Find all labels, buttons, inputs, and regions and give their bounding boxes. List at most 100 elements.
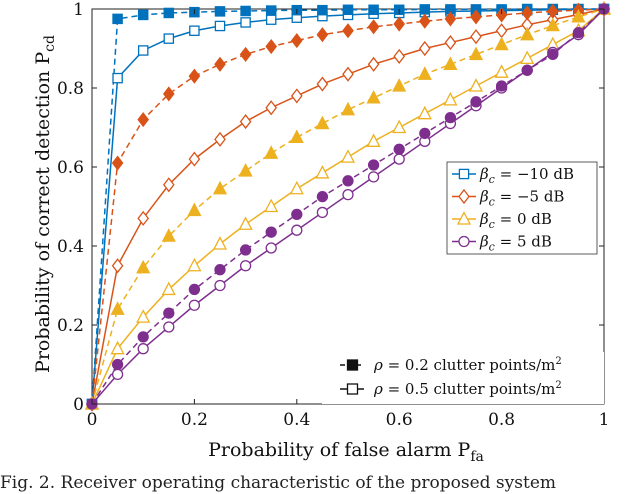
series-3-rho05-point: [340, 149, 356, 163]
series-3-rho02-point: [212, 180, 228, 195]
series-4-rho02-point: [291, 208, 303, 221]
legend-beta-box: [446, 161, 598, 255]
series-1-rho02-point: [163, 7, 175, 19]
series-4-rho02-point: [572, 27, 585, 39]
series-2-rho05-point: [470, 29, 482, 45]
series-2-rho05-point: [290, 88, 303, 104]
series-1-rho02-point: [342, 4, 354, 16]
series-2-rho05-point: [188, 151, 201, 167]
series-3-rho05-point: [187, 257, 202, 272]
series-4-rho05-point: [316, 206, 329, 219]
series-4-rho02-point: [137, 331, 149, 343]
series-2-rho05-point: [239, 114, 252, 130]
series-3-rho05-point: [468, 78, 484, 92]
series-2-rho05-point: [367, 56, 380, 72]
series-2-rho02-point: [111, 155, 124, 171]
series-4-rho05-point: [265, 242, 277, 254]
series-4-rho02-point: [367, 159, 380, 171]
legend-rho-box: [322, 352, 604, 404]
series-4-rho02-point: [214, 264, 226, 276]
series-4-rho02-point: [470, 96, 482, 108]
y-tick-label: 0.4: [57, 237, 84, 257]
series-2-rho02-point: [162, 86, 175, 102]
series-3-rho05-point: [315, 165, 330, 179]
series-2-rho05-point: [418, 40, 431, 57]
legend-rho: ρ = 0.2 clutter points/m2 ρ = 0.5 clutter…: [322, 352, 604, 404]
x-axis-title-subscript: fa: [470, 449, 484, 465]
series-3-rho05-point: [110, 340, 125, 355]
series-3-rho02-point: [520, 26, 535, 41]
series-3-rho02-point: [289, 129, 304, 144]
series-1-rho02-point: [368, 4, 379, 16]
series-4-rho05-point: [214, 279, 226, 292]
legend-beta-item: βc = 0 dB: [452, 210, 552, 231]
series-2-rho02-point: [470, 9, 482, 25]
legend-beta-marker: [458, 235, 470, 248]
series-2-rho05-point: [495, 23, 508, 39]
series-3-rho02-point: [238, 163, 253, 177]
series-3-rho05-point: [238, 216, 253, 230]
series-4-rho02-point: [188, 283, 201, 296]
series-2-rho02-point: [521, 5, 534, 21]
y-axis-title-subscript: cd: [42, 35, 58, 52]
y-tick-label: 0: [73, 395, 84, 415]
series-3-rho02-point: [366, 89, 381, 104]
series-1-rho02-point: [265, 5, 277, 16]
y-tick-label: 0.8: [57, 79, 84, 99]
legend-rho-item: ρ = 0.2 clutter points/m2: [340, 356, 562, 374]
series-3-rho02-point: [136, 259, 151, 274]
series-4-rho02-point: [495, 80, 508, 92]
series-4-rho02-point: [111, 358, 124, 371]
series-2-rho02-point: [342, 23, 354, 39]
series-3-rho02-line: [91, 8, 605, 405]
legend-beta-label: βc = 5 dB: [479, 233, 552, 254]
plot-area: [84, 1, 612, 412]
series-3-rho05-point: [520, 50, 535, 65]
y-tick-label: 1: [73, 0, 84, 20]
series-3-rho02-point: [392, 78, 407, 92]
series-2-rho02-point: [393, 16, 406, 32]
series-2-rho02-point: [188, 68, 201, 84]
series-2-rho02-point: [418, 13, 431, 29]
series-1-rho05-point: [137, 45, 149, 56]
series-3-rho05-point: [264, 198, 279, 213]
series-1-rho05-point: [189, 25, 200, 36]
series-3-rho02-point: [468, 46, 484, 61]
series-2-rho02-point: [367, 19, 380, 35]
series-4-rho05-point: [111, 368, 124, 381]
series-3-rho02-point: [494, 36, 509, 51]
series-3-rho05-point: [392, 119, 407, 134]
y-tick-label: 0.2: [57, 316, 84, 336]
x-axis-ticks: 0 0.2 0.4 0.6 0.8 1: [87, 9, 609, 430]
series-1-rho05-point: [265, 14, 277, 25]
series-1-rho02-point: [112, 13, 123, 25]
legend-beta-label: βc = −10 dB: [479, 165, 574, 186]
series-3-rho02-point: [340, 101, 356, 116]
series-3-rho02-point: [571, 8, 586, 23]
series-4-rho02-point: [521, 64, 533, 76]
x-tick-label: 0.8: [488, 410, 515, 430]
legend-rho-marker: [346, 359, 359, 371]
series-2-rho02-point: [444, 11, 457, 27]
legend-beta-label: βc = 0 dB: [479, 210, 552, 231]
series-1-rho02-point: [419, 4, 431, 15]
series-4-rho05-point: [239, 260, 252, 272]
legend-beta-marker: [458, 168, 470, 180]
series-4-rho05-point: [291, 224, 303, 236]
series-3: [84, 1, 612, 410]
legend-beta-label: βc = −5 dB: [479, 188, 564, 209]
series-4-rho02-point: [444, 111, 457, 124]
series-1-rho05-point: [163, 33, 175, 44]
series-4-rho05-point: [393, 153, 405, 165]
series-3-rho02-point: [187, 202, 202, 217]
y-axis-ticks: 0 0.2 0.4 0.6 0.8 1: [57, 0, 604, 415]
series-2-rho02-point: [137, 112, 150, 128]
series-2-rho02-point: [239, 46, 252, 62]
series-3-rho02-point: [264, 145, 279, 159]
series-4-rho02-point: [393, 143, 405, 155]
legend-beta-item: βc = 5 dB: [452, 233, 552, 254]
legend-rho-label: ρ = 0.5 clutter points/m2: [373, 380, 562, 398]
x-tick-label: 0: [87, 410, 98, 430]
